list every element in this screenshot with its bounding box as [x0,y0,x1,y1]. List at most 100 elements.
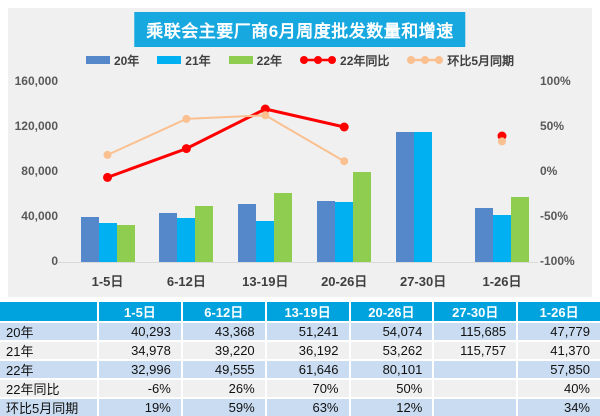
table-cell: 40,293 [99,323,181,340]
table-cell: 43,368 [182,323,265,340]
table-cell: 34% [518,399,600,416]
chart-panel: 乘联会主要厂商6月周度批发数量和增速 20年 21年 22年 22年同比 环比5月同期 … [8,8,592,297]
legend-bar-swatch-icon [228,56,253,64]
x-axis-label: 6-12日 [166,274,206,289]
table-cell: 36,192 [266,342,349,359]
bar [493,215,511,262]
table-header-cell: 13-19日 [266,302,349,321]
table-cell: 12% [350,399,433,416]
legend-bar-swatch-icon [85,56,110,64]
table-cell: 54,074 [350,323,433,340]
table-cell: 19% [99,399,181,416]
table-cell: 51,241 [266,323,349,340]
table-header-cell: 6-12日 [182,302,265,321]
bar [80,217,99,262]
table-cell: 115,757 [434,342,517,359]
y-axis-tick-right: -50% [540,209,569,223]
x-axis-line [58,262,538,263]
table-header-cell: 1-26日 [518,302,600,321]
table-row-label: 21年 [0,342,97,359]
table-cell: 50% [350,380,433,397]
table-cell: 53,262 [350,342,433,359]
data-point [260,104,270,114]
table-header-cell: 27-30日 [434,302,517,321]
bar [414,132,433,262]
bar [353,172,372,262]
legend-label: 21年 [185,53,211,68]
legend-line-swatch-icon [300,56,337,64]
table-row-label: 22年同比 [0,380,97,397]
table-cell: 63% [266,399,349,416]
table-header-cell: 20-26日 [350,302,433,321]
data-point [103,172,112,182]
table-cell: 80,101 [350,361,433,378]
y-axis-tick-left: 80,000 [21,164,58,178]
legend-item: 21年 [157,52,211,69]
table-cell: 49,555 [182,361,265,378]
legend-label: 20年 [113,53,140,68]
x-axis-label: 27-30日 [399,274,447,289]
table-cell: -6% [99,380,181,397]
table-cell: 34,978 [99,342,181,359]
y-axis-tick-right: 0% [540,164,558,178]
trend-line [106,107,345,179]
legend-item: 20年 [85,52,140,69]
bar [396,132,415,262]
chart-title: 乘联会主要厂商6月周度批发数量和增速 [134,12,466,47]
data-point [498,137,506,146]
table-header-cell [0,302,97,321]
legend-bar-swatch-icon [157,56,182,64]
y-axis-tick-right: 50% [540,119,565,133]
bar [475,208,493,262]
data-point [182,114,191,123]
data-point [103,150,112,159]
table-cell: 61,646 [266,361,349,378]
table-cell: 59% [182,399,265,416]
bar [511,197,529,262]
legend-item: 环比5月同期 [407,52,514,69]
chart-legend: 20年 21年 22年 22年同比 环比5月同期 [8,52,592,68]
data-point [497,131,507,141]
bar [195,206,214,262]
y-axis-tick-left: 40,000 [21,209,58,223]
x-axis-label: 1-5日 [91,274,124,289]
table-cell: 70% [266,380,349,397]
x-axis-label: 1-26日 [482,274,522,289]
table-row-label: 环比5月同期 [0,399,97,416]
table-cell [434,380,517,397]
x-axis-label: 13-19日 [242,274,289,289]
table-row-label: 20年 [0,323,97,340]
bar [274,193,293,262]
table-cell: 47,779 [518,323,600,340]
data-point [181,144,191,154]
y-axis-tick-left: 120,000 [14,119,58,133]
table-cell [434,399,517,416]
table-cell: 115,685 [434,323,517,340]
legend-item: 22年 [228,52,283,69]
y-axis-tick-left: 160,000 [14,74,58,88]
legend-label: 22年 [256,53,283,68]
legend-line-swatch-icon [407,56,444,64]
legend-label: 环比5月同期 [447,53,515,68]
y-axis-tick-right: 100% [540,74,571,88]
table-cell: 41,370 [518,342,600,359]
data-point [340,157,349,166]
table-cell: 32,996 [99,361,181,378]
x-axis-label: 20-26日 [321,274,368,289]
data-point [339,122,349,132]
bar [116,225,135,262]
legend-label: 22年同比 [340,53,390,68]
data-table: 1-5日 6-12日 13-19日 20-26日 27-30日 1-26日 20年 40,29… [0,302,600,416]
table-row-label: 22年 [0,361,97,378]
table-cell [434,361,517,378]
table-cell: 57,850 [518,361,600,378]
bar [98,223,117,262]
bar [317,201,336,262]
data-point [261,111,270,120]
legend-item: 22年同比 [300,52,389,69]
bar [335,202,354,262]
y-axis-tick-left: 0 [51,254,58,268]
bar [256,221,275,262]
table-cell: 40% [518,380,600,397]
